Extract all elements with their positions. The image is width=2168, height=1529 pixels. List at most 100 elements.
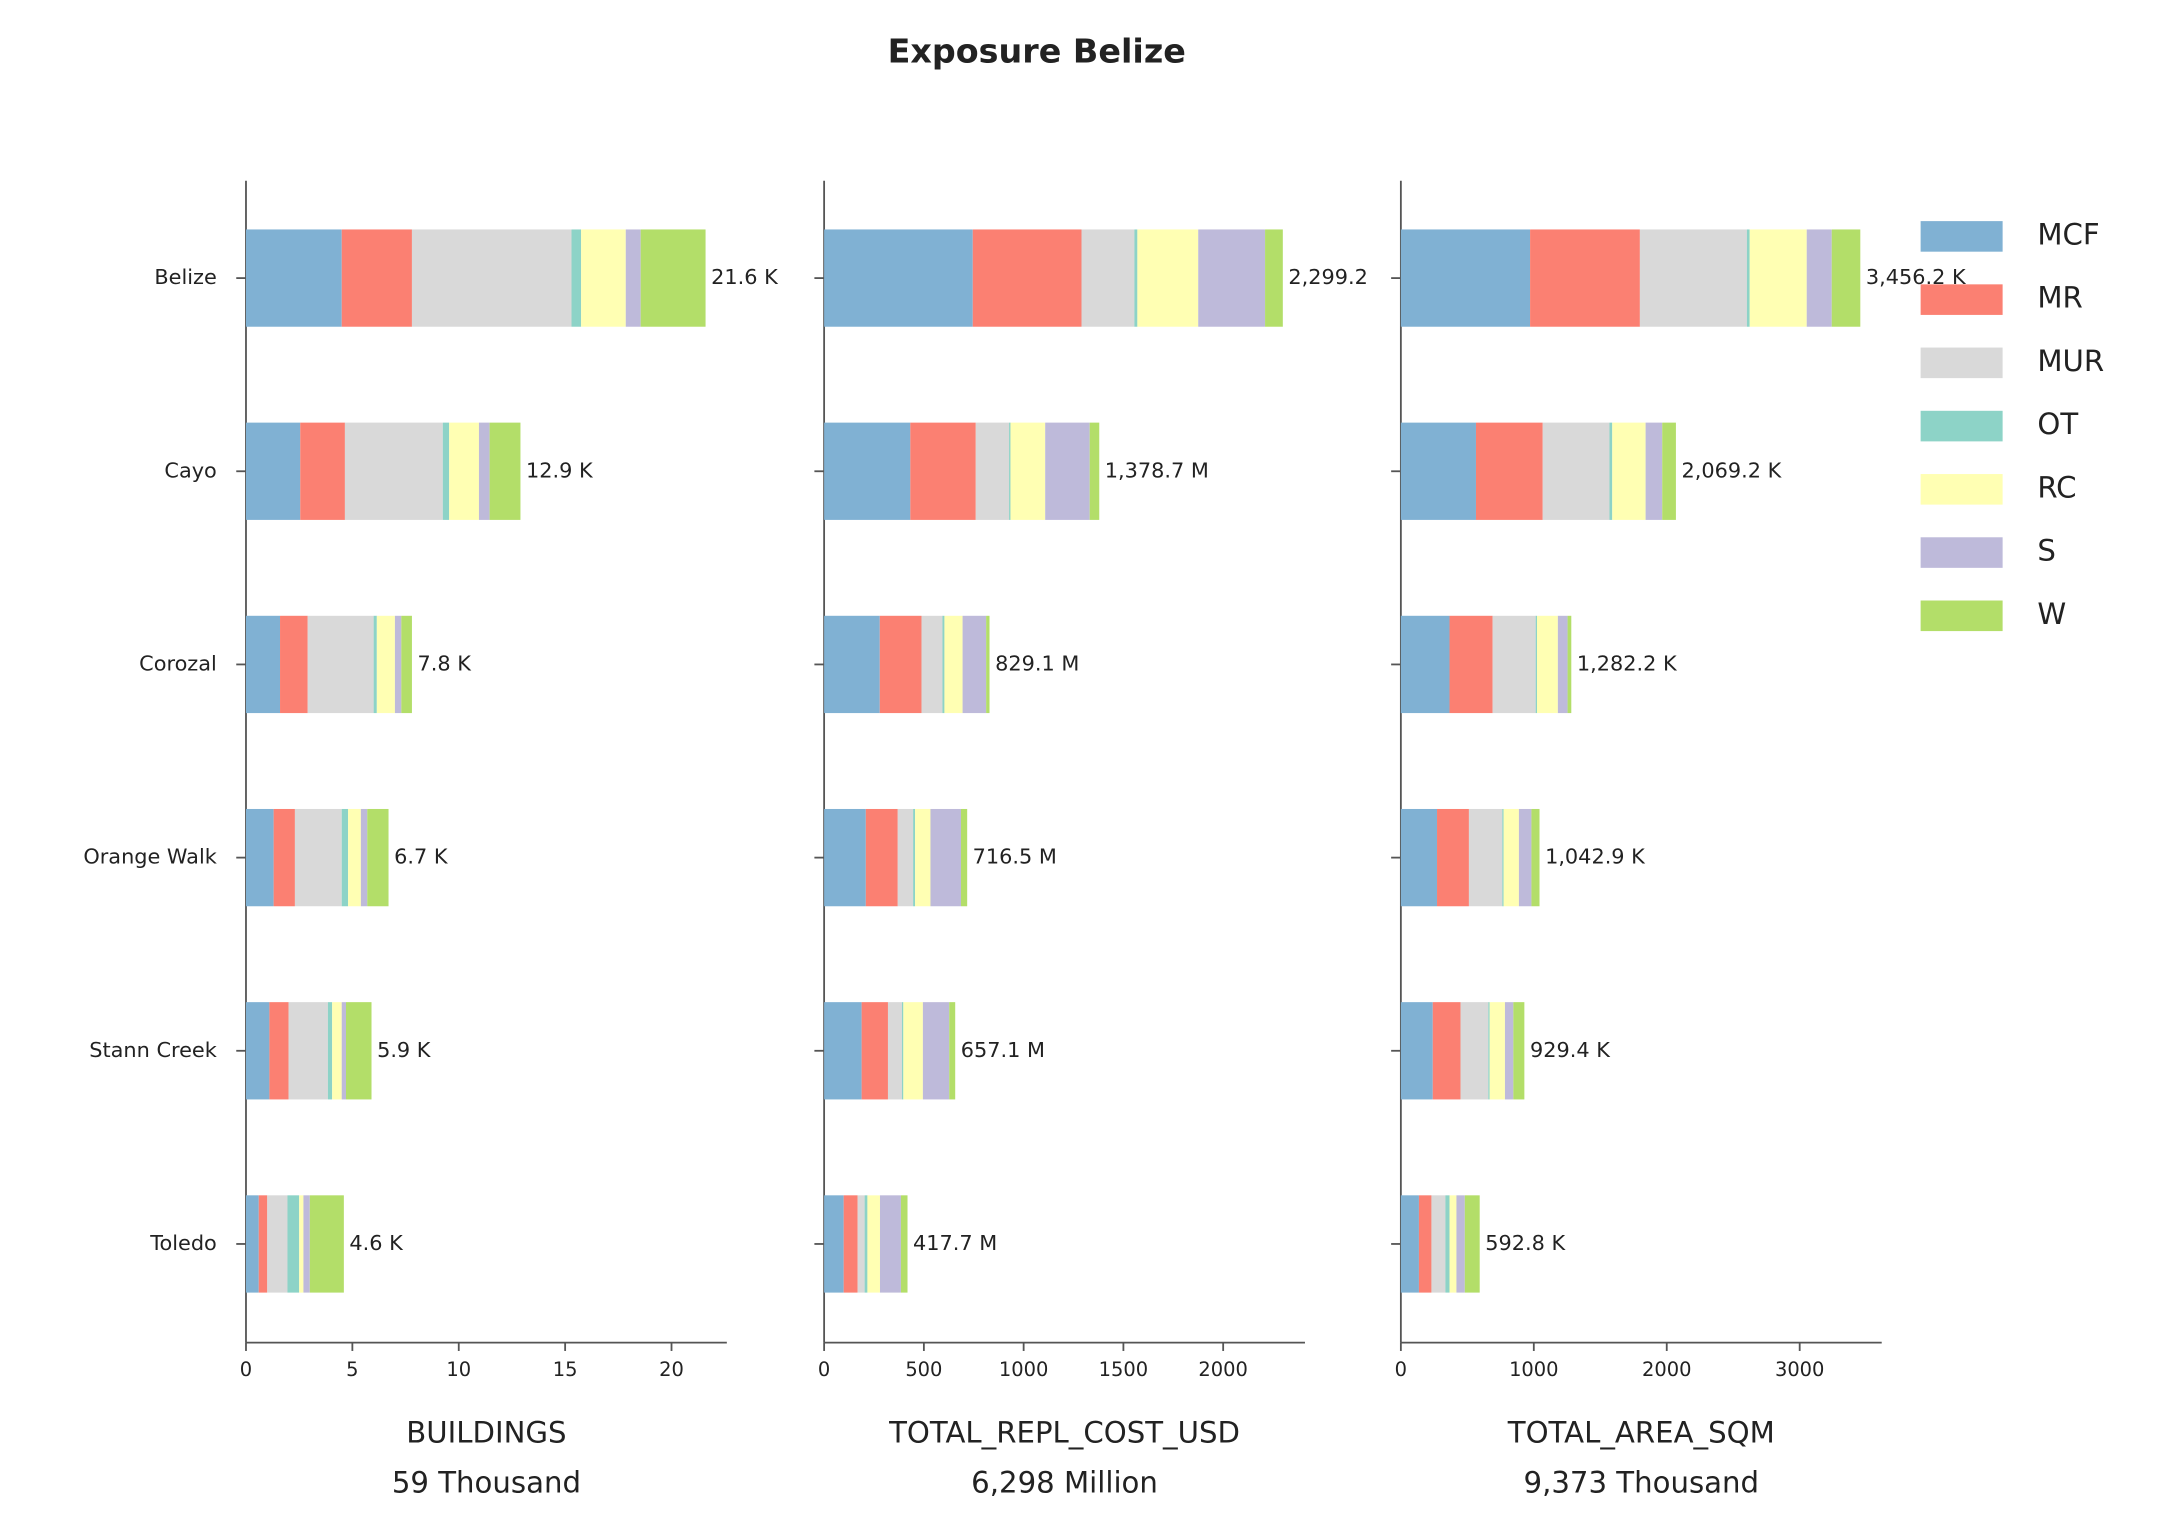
y-tick-label: Orange Walk bbox=[83, 845, 216, 869]
legend: MCF MR MUR OT RC SW bbox=[1920, 217, 2104, 632]
bar-segment bbox=[411, 229, 572, 327]
bar-segment bbox=[867, 1195, 880, 1293]
bar-segment bbox=[245, 1195, 259, 1293]
bar-segment bbox=[1400, 422, 1476, 520]
bar-segment bbox=[879, 615, 922, 714]
bar-segment bbox=[449, 422, 479, 520]
y-tick-label: Corozal bbox=[139, 651, 217, 675]
legend-swatch bbox=[1920, 221, 2003, 252]
bar-segment bbox=[258, 1195, 268, 1293]
bar-segment bbox=[962, 615, 987, 714]
x-axis-title: BUILDINGS bbox=[406, 1415, 566, 1449]
legend-swatch bbox=[1920, 410, 2003, 442]
bar-segment bbox=[1134, 229, 1138, 327]
x-tick-label: 2000 bbox=[1642, 1358, 1691, 1381]
bar-segment bbox=[1530, 229, 1640, 327]
bar-segment bbox=[1645, 422, 1663, 520]
y-tick-label: Stann Creek bbox=[89, 1038, 217, 1062]
bar-segment bbox=[245, 422, 301, 520]
x-axis-subtitle: 59 Thousand bbox=[392, 1465, 581, 1499]
bar-segment bbox=[972, 229, 1082, 327]
bar-segment bbox=[245, 229, 342, 327]
legend-swatch bbox=[1920, 600, 2003, 632]
bar-segment bbox=[360, 808, 368, 907]
bar-segment bbox=[442, 422, 450, 520]
total-label: 929.4 K bbox=[1530, 1038, 1611, 1062]
x-axis-subtitle: 9,373 Thousand bbox=[1524, 1465, 1760, 1499]
total-label: 417.7 M bbox=[913, 1231, 997, 1255]
bar-segment bbox=[1639, 229, 1747, 327]
bar-segment bbox=[1488, 1002, 1490, 1100]
bar-segment bbox=[824, 1002, 862, 1100]
bar-segment bbox=[944, 615, 963, 714]
bar-segment bbox=[1513, 1002, 1525, 1100]
bar-segment bbox=[1437, 808, 1469, 907]
x-tick-label: 3000 bbox=[1775, 1358, 1824, 1381]
bar-segment bbox=[300, 422, 345, 520]
x-axis-title: TOTAL_REPL_COST_USD bbox=[888, 1415, 1240, 1449]
bar-segment bbox=[273, 808, 295, 907]
bar-segment bbox=[344, 422, 443, 520]
x-tick-label: 15 bbox=[553, 1358, 578, 1381]
total-label: 6.7 K bbox=[394, 845, 449, 869]
legend-label: MCF bbox=[2037, 217, 2099, 251]
bar-segment bbox=[824, 229, 973, 327]
bar-segment bbox=[1460, 1002, 1489, 1100]
bar-segment bbox=[1492, 615, 1536, 714]
bar-segment bbox=[897, 808, 914, 907]
total-label: 2,299.2 bbox=[1288, 265, 1368, 289]
bar-segment bbox=[1536, 615, 1558, 714]
bar-segment bbox=[1464, 1195, 1480, 1293]
bar-segment bbox=[975, 422, 1010, 520]
total-label: 5.9 K bbox=[377, 1038, 432, 1062]
bar-segment bbox=[900, 1195, 908, 1293]
bar-segment bbox=[1445, 1195, 1450, 1293]
bar-segment bbox=[1567, 615, 1572, 714]
bar-segment bbox=[267, 1195, 288, 1293]
bar-segment bbox=[1535, 615, 1537, 714]
bar-segment bbox=[1432, 1002, 1461, 1100]
bar-segment bbox=[489, 422, 521, 520]
bar-segment bbox=[857, 1195, 865, 1293]
bar-segment bbox=[1806, 229, 1832, 327]
x-tick-label: 500 bbox=[905, 1358, 942, 1381]
bar-segment bbox=[341, 808, 349, 907]
x-tick-label: 1000 bbox=[1509, 1358, 1558, 1381]
bar-segment bbox=[1010, 422, 1046, 520]
bar-segment bbox=[269, 1002, 289, 1100]
bar-segment bbox=[307, 615, 374, 714]
bar-segment bbox=[1449, 1195, 1457, 1293]
bar-segment bbox=[1612, 422, 1646, 520]
bar-segment bbox=[949, 1002, 956, 1100]
legend-swatch bbox=[1920, 474, 2003, 505]
bar-segment bbox=[341, 229, 412, 327]
legend-label: OT bbox=[2037, 407, 2078, 441]
bar-segment bbox=[1137, 229, 1199, 327]
bar-segment bbox=[901, 1002, 904, 1100]
total-label: 12.9 K bbox=[526, 458, 594, 482]
x-tick-label: 0 bbox=[240, 1358, 252, 1381]
bar-segment bbox=[245, 1002, 270, 1100]
bar-segment bbox=[367, 808, 389, 907]
bar-segment bbox=[960, 808, 968, 907]
bar-segment bbox=[865, 808, 898, 907]
bar-segment bbox=[1198, 229, 1266, 327]
bar-segment bbox=[986, 615, 990, 714]
bar-segment bbox=[1400, 1195, 1419, 1293]
bar-segment bbox=[1475, 422, 1543, 520]
bar-segment bbox=[1503, 808, 1519, 907]
bar-segment bbox=[1749, 229, 1807, 327]
bar-segment bbox=[376, 615, 395, 714]
bar-segment bbox=[478, 422, 490, 520]
bar-segment bbox=[864, 1195, 868, 1293]
x-tick-label: 0 bbox=[818, 1358, 830, 1381]
bar-segment bbox=[581, 229, 626, 327]
bar-segment bbox=[1449, 615, 1493, 714]
bar-segment bbox=[1009, 422, 1011, 520]
bar-segment bbox=[303, 1195, 310, 1293]
bar-segment bbox=[288, 1002, 328, 1100]
bar-segment bbox=[942, 615, 945, 714]
bar-segment bbox=[401, 615, 412, 714]
